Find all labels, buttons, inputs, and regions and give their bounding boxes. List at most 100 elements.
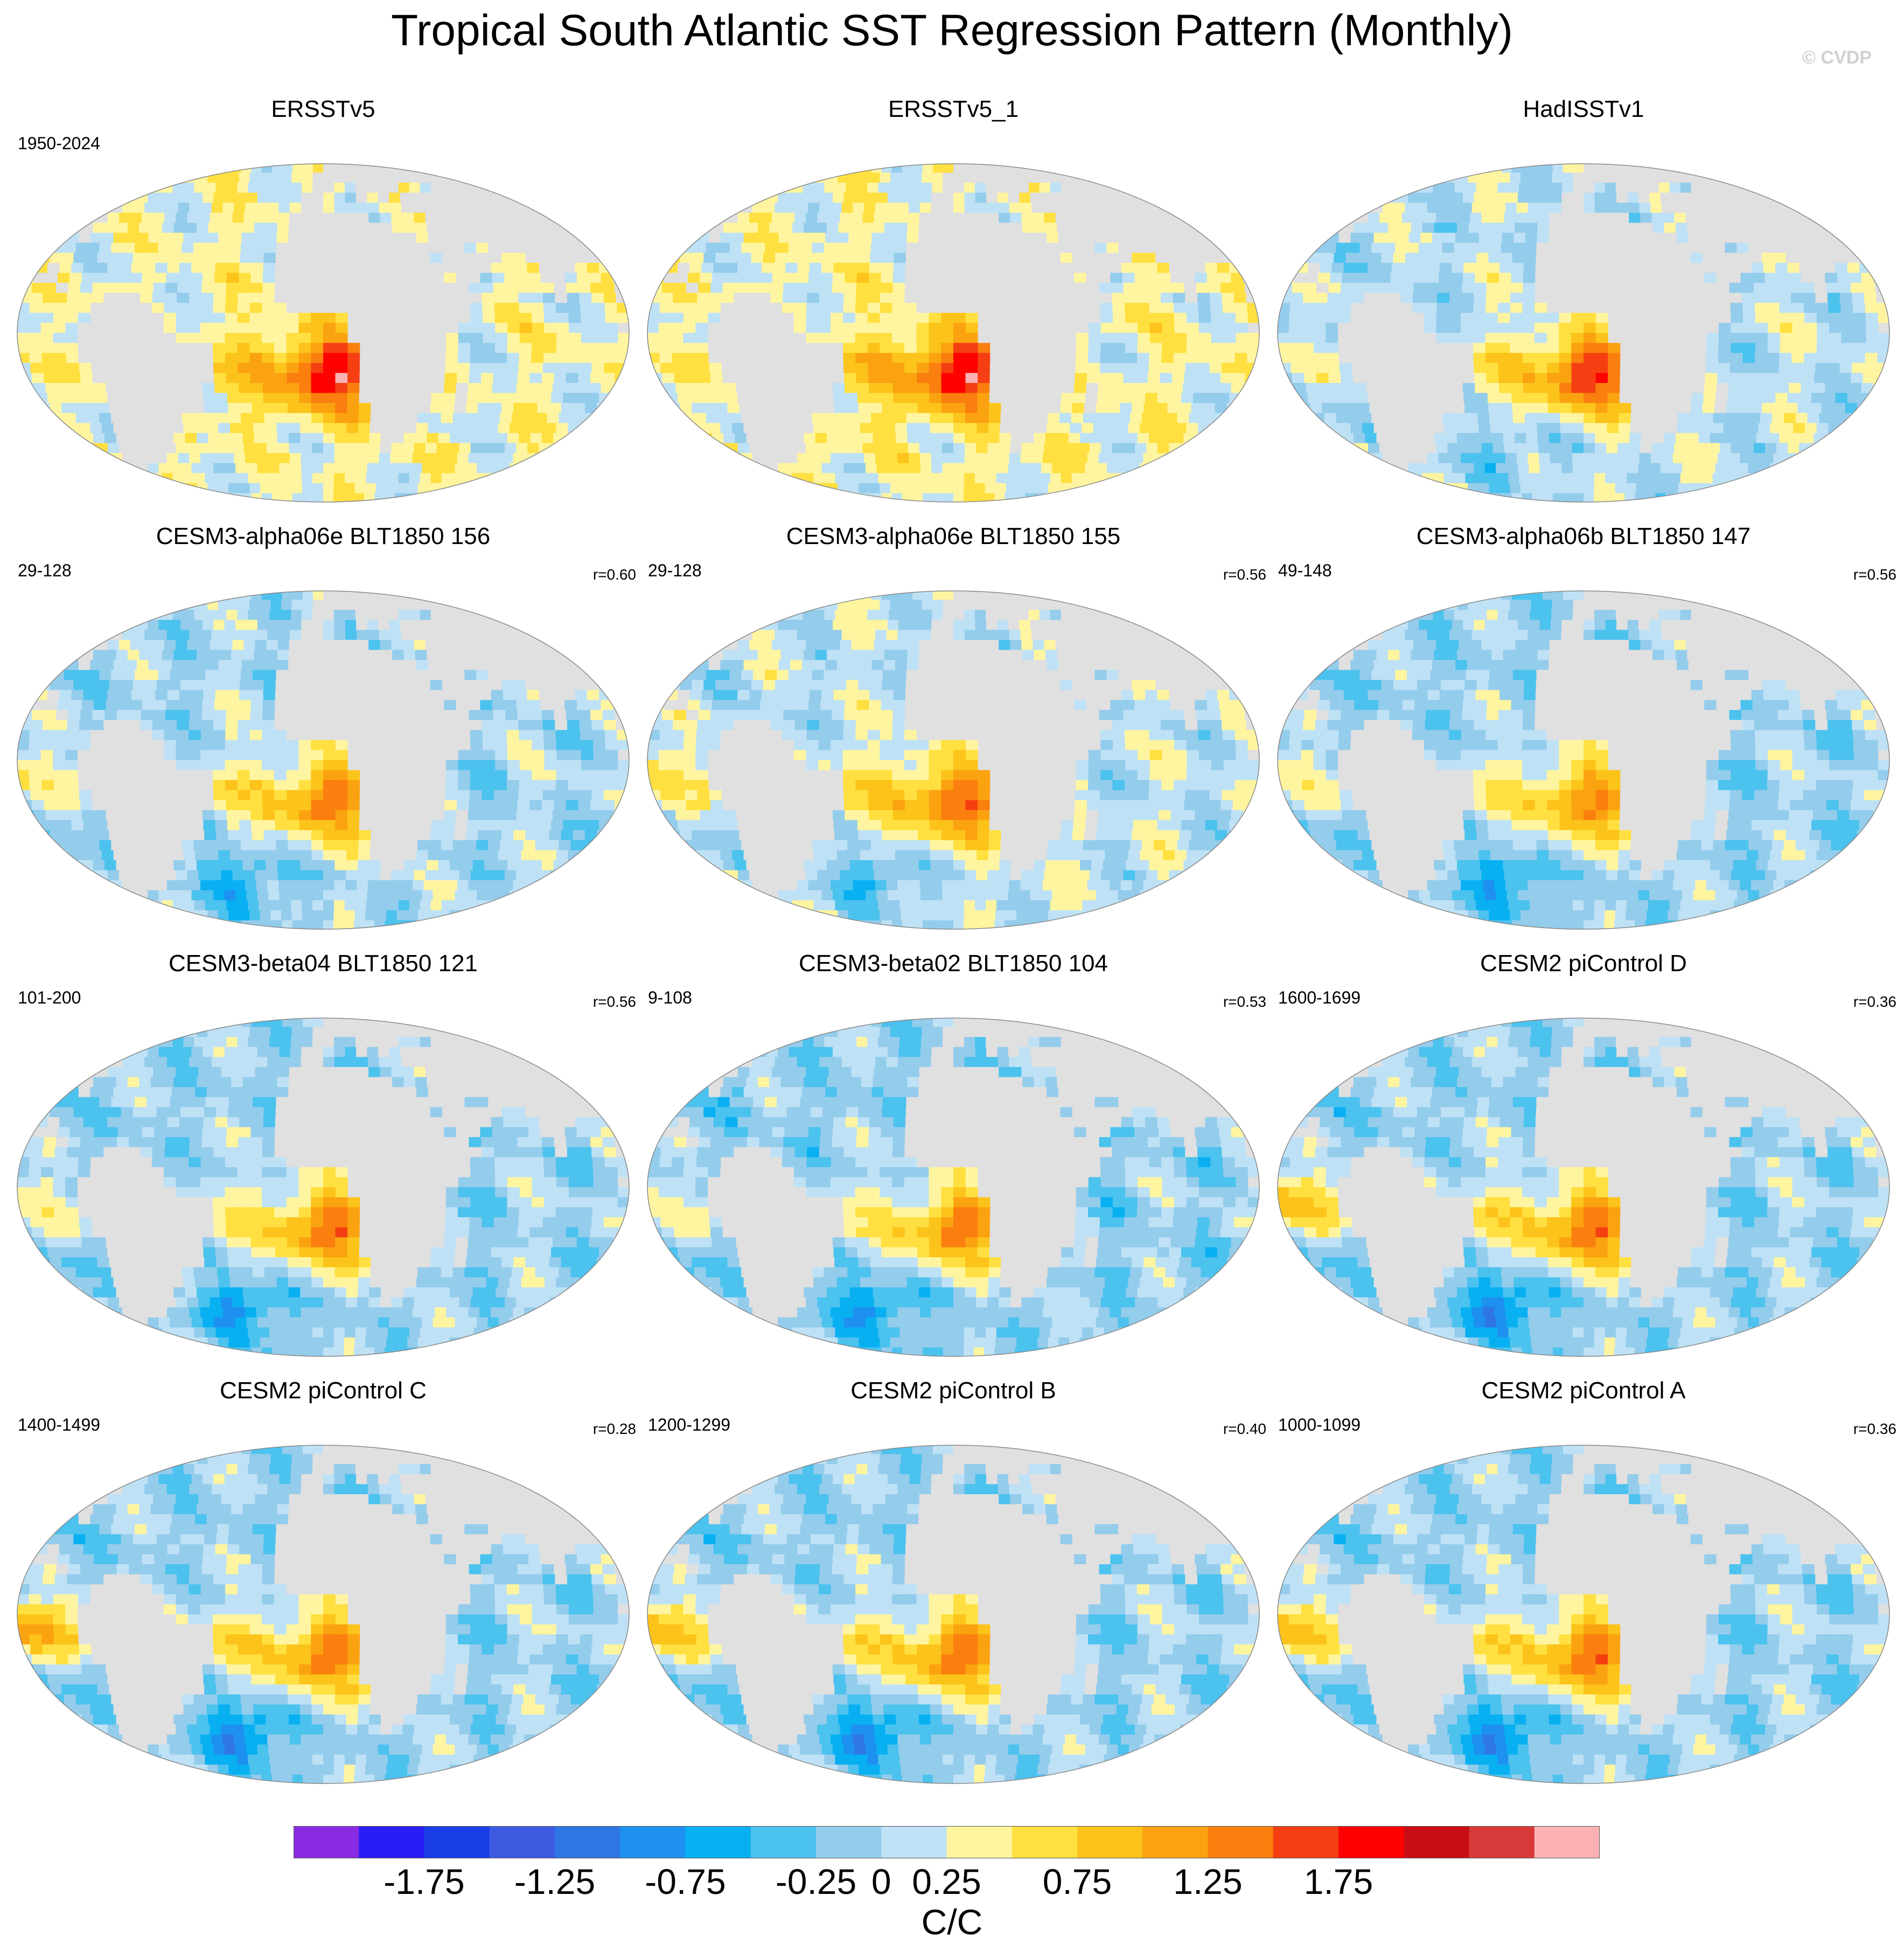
map-panel: ERSSTv5 1950-2024 [8,96,638,527]
colorbar-bin [1469,1826,1535,1858]
colorbar-bin [1077,1826,1143,1858]
colorbar-bin [424,1826,490,1858]
colorbar-tick-label: 1.25 [1173,1861,1242,1902]
colorbar-tick-label: 0.25 [912,1861,981,1902]
map-panel: CESM3-beta02 BLT1850 104 9-108 r=0.53 [638,950,1268,1381]
colorbar-bin [1404,1826,1469,1858]
sst-cells [644,588,1263,932]
colorbar-bin [686,1826,751,1858]
period-label: 29-128 [648,561,702,581]
period-label: 1400-1499 [18,1415,100,1435]
period-label: 1950-2024 [18,134,100,154]
pattern-correlation-label: r=0.40 [1223,1420,1266,1438]
sst-regression-map [644,1015,1263,1360]
map-panel: CESM3-alpha06e BLT1850 156 29-128 r=0.60 [8,523,638,954]
sst-cells [1274,1442,1893,1787]
sst-cells [13,161,633,505]
pattern-correlation-label: r=0.53 [1223,993,1266,1011]
colorbar-bin [1142,1826,1208,1858]
sst-regression-map [644,161,1263,505]
period-label: 1000-1099 [1278,1415,1361,1435]
sst-cells [644,161,1263,505]
colorbar-bin [751,1826,817,1858]
map-panel: CESM2 piControl D 1600-1699 r=0.36 [1268,950,1899,1381]
colorbar-bin [881,1826,947,1858]
sst-regression-map [13,588,633,932]
pattern-correlation-label: r=0.56 [1853,566,1896,583]
sst-cells [1274,161,1893,505]
panel-title: CESM2 piControl B [638,1377,1268,1404]
pattern-correlation-label: r=0.36 [1853,993,1896,1011]
colorbar-tick-label: -0.75 [645,1861,726,1902]
period-label: 101-200 [18,988,81,1008]
colorbar-bin [947,1826,1013,1858]
colorbar-bin [620,1826,686,1858]
period-label: 49-148 [1278,561,1332,581]
map-panel: CESM3-alpha06b BLT1850 147 49-148 r=0.56 [1268,523,1899,954]
figure-title: Tropical South Atlantic SST Regression P… [0,5,1904,56]
pattern-correlation-label: r=0.56 [1223,566,1266,583]
colorbar-tick-label: -0.25 [776,1861,856,1902]
sst-regression-map [1274,1442,1893,1787]
map-panel: CESM3-alpha06e BLT1850 155 29-128 r=0.56 [638,523,1268,954]
sst-regression-map [13,161,633,505]
map-panel: CESM2 piControl C 1400-1499 r=0.28 [8,1377,638,1808]
period-label: 29-128 [18,561,72,581]
colorbar-bin [359,1826,424,1858]
sst-cells [644,1015,1263,1360]
panel-title: CESM3-beta02 BLT1850 104 [638,950,1268,977]
map-panel: ERSSTv5_1 [638,96,1268,527]
pattern-correlation-label: r=0.28 [593,1420,636,1438]
map-panel: CESM2 piControl B 1200-1299 r=0.40 [638,1377,1268,1808]
panel-title: CESM3-alpha06e BLT1850 155 [638,523,1268,550]
panel-title: CESM2 piControl C [8,1377,638,1404]
sst-regression-map [13,1442,633,1787]
pattern-correlation-label: r=0.56 [593,993,636,1011]
map-panel: CESM3-beta04 BLT1850 121 101-200 r=0.56 [8,950,638,1381]
sst-cells [644,1442,1263,1787]
colorbar-tick-label: 0.75 [1043,1861,1112,1902]
sst-cells [13,1015,633,1360]
colorbar [294,1826,1600,1858]
panel-title: CESM2 piControl A [1268,1377,1899,1404]
colorbar-tick-label: 1.75 [1304,1861,1373,1902]
panel-title: CESM3-alpha06e BLT1850 156 [8,523,638,550]
period-label: 1200-1299 [648,1415,730,1435]
panel-title: HadISSTv1 [1268,96,1899,123]
sst-regression-map [1274,588,1893,932]
map-panel: HadISSTv1 [1268,96,1899,527]
colorbar-bin [490,1826,555,1858]
colorbar-bin [555,1826,620,1858]
colorbar-tick-label: -1.25 [514,1861,595,1902]
sst-cells [1274,1015,1893,1360]
sst-regression-map [644,588,1263,932]
colorbar-bin [1535,1826,1600,1858]
sst-cells [1274,588,1893,932]
colorbar-bin [1273,1826,1339,1858]
sst-cells [13,588,633,932]
period-label: 9-108 [648,988,692,1008]
panel-title: CESM3-beta04 BLT1850 121 [8,950,638,977]
panel-title: ERSSTv5_1 [638,96,1268,123]
panel-title: CESM3-alpha06b BLT1850 147 [1268,523,1899,550]
colorbar-bin [816,1826,882,1858]
pattern-correlation-label: r=0.60 [593,566,636,583]
colorbar-tick-label: -1.75 [383,1861,464,1902]
colorbar-bin [1338,1826,1404,1858]
sst-regression-map [644,1442,1263,1787]
sst-regression-map [1274,1015,1893,1360]
colorbar-bin [1012,1826,1078,1858]
map-panel: CESM2 piControl A 1000-1099 r=0.36 [1268,1377,1899,1808]
colorbar-bin [1208,1826,1274,1858]
pattern-correlation-label: r=0.36 [1853,1420,1896,1438]
colorbar-units: C/C [0,1901,1904,1942]
sst-regression-map [1274,161,1893,505]
colorbar-bin [294,1826,359,1858]
colorbar-tick-label: 0 [871,1861,891,1902]
panel-title: ERSSTv5 [8,96,638,123]
sst-cells [13,1442,633,1787]
period-label: 1600-1699 [1278,988,1361,1008]
panel-title: CESM2 piControl D [1268,950,1899,977]
sst-regression-map [13,1015,633,1360]
cvdp-watermark: © CVDP [1802,47,1872,68]
